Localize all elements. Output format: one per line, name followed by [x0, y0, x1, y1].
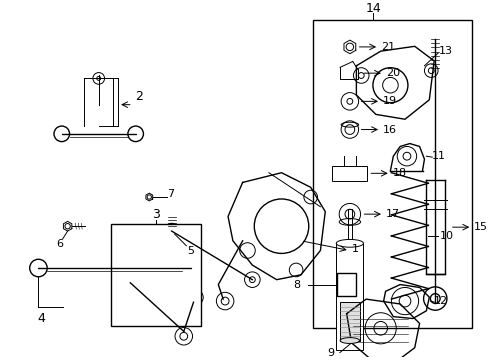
- Text: 7: 7: [166, 189, 174, 199]
- Text: 8: 8: [293, 279, 300, 289]
- Ellipse shape: [336, 239, 363, 247]
- Text: 6: 6: [56, 239, 63, 249]
- Bar: [336, 243, 363, 350]
- Bar: [312, 20, 471, 328]
- Text: 9: 9: [326, 348, 334, 357]
- Text: 13: 13: [438, 46, 452, 56]
- Text: 19: 19: [382, 96, 396, 106]
- Bar: [336, 273, 356, 296]
- Ellipse shape: [336, 270, 356, 276]
- Text: 17: 17: [385, 209, 399, 219]
- Bar: [332, 166, 366, 181]
- Text: 18: 18: [392, 168, 406, 178]
- Text: 2: 2: [134, 90, 142, 103]
- Text: 4: 4: [38, 312, 45, 325]
- Text: 15: 15: [473, 222, 487, 232]
- Text: 1: 1: [351, 244, 358, 253]
- Bar: [111, 224, 201, 326]
- Ellipse shape: [340, 338, 359, 343]
- Text: 3: 3: [152, 208, 160, 221]
- Text: 21: 21: [380, 42, 394, 52]
- Text: 20: 20: [385, 68, 399, 78]
- Text: 14: 14: [365, 1, 380, 14]
- Text: 16: 16: [382, 125, 396, 135]
- Text: 5: 5: [187, 246, 194, 256]
- Text: 12: 12: [433, 296, 447, 306]
- Text: 10: 10: [439, 231, 453, 241]
- Text: 11: 11: [431, 151, 446, 161]
- Bar: [340, 302, 359, 341]
